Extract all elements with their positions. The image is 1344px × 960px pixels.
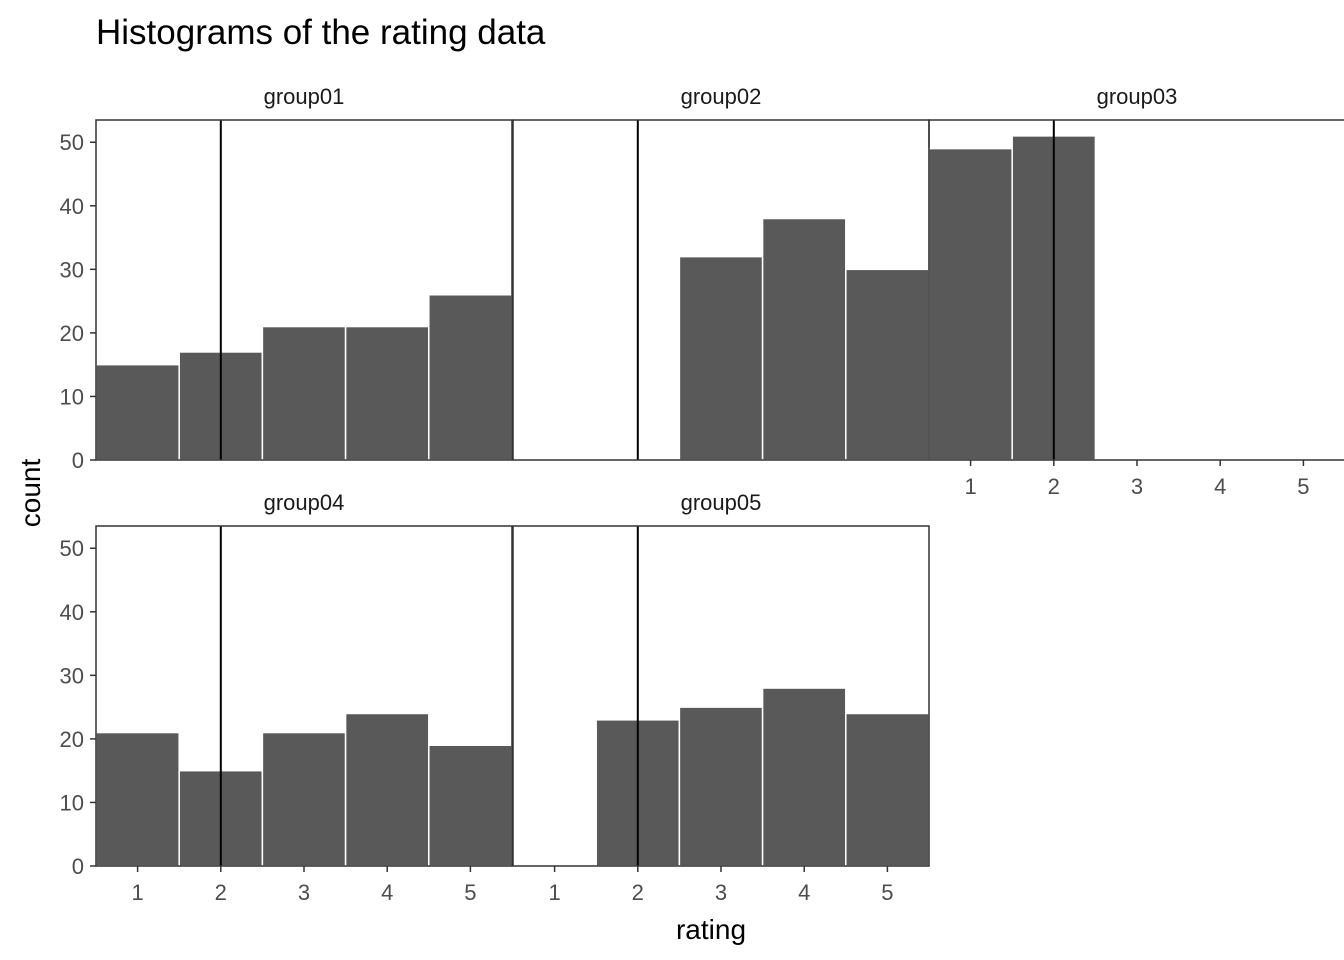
histogram-bar-group04-3 (261, 731, 347, 867)
x-tick-label-group03-5: 5 (1297, 474, 1309, 499)
x-tick-label-group05-2: 2 (632, 880, 644, 905)
y-tick-label-group04-20: 20 (60, 727, 84, 752)
facet-label-group03: group03 (1097, 84, 1178, 109)
histogram-bar-group01-3 (261, 325, 347, 461)
chart-title: Histograms of the rating data (96, 13, 546, 52)
x-tick-label-group05-5: 5 (881, 880, 893, 905)
histogram-bar-group01-4 (344, 325, 430, 461)
x-tick-label-group04-4: 4 (381, 880, 393, 905)
panel-border-group01 (95, 119, 513, 461)
histogram-bar-group04-4 (344, 712, 430, 867)
histogram-bar-group01-5 (428, 294, 513, 461)
x-tick-label-group04-3: 3 (298, 880, 310, 905)
histogram-bar-group02-3 (678, 255, 764, 461)
y-tick-label-group04-50: 50 (60, 536, 84, 561)
histogram-bar-group02-5 (845, 268, 930, 461)
facet-label-group01: group01 (264, 84, 345, 109)
y-tick-label-group01-40: 40 (60, 194, 84, 219)
histogram-bar-group02-4 (761, 217, 847, 461)
y-tick-label-group01-20: 20 (60, 321, 84, 346)
y-tick-label-group04-10: 10 (60, 790, 84, 815)
x-tick-label-group03-3: 3 (1131, 474, 1143, 499)
histogram-bar-group01-1 (95, 363, 180, 461)
facet-label-group04: group04 (264, 490, 345, 515)
y-tick-label-group01-30: 30 (60, 257, 84, 282)
y-tick-label-group01-50: 50 (60, 130, 84, 155)
x-tick-label-group03-2: 2 (1048, 474, 1060, 499)
histogram-bar-group03-1 (928, 147, 1013, 461)
x-tick-label-group04-5: 5 (464, 880, 476, 905)
y-tick-label-group04-40: 40 (60, 600, 84, 625)
x-tick-label-group05-1: 1 (548, 880, 560, 905)
histogram-bar-group05-4 (761, 687, 847, 867)
facet-label-group02: group02 (681, 84, 762, 109)
y-tick-label-group04-0: 0 (72, 854, 84, 879)
histogram-bar-group04-5 (428, 744, 513, 867)
facet-label-group05: group05 (681, 490, 762, 515)
x-axis-title: rating (676, 914, 746, 945)
y-tick-label-group01-10: 10 (60, 384, 84, 409)
histogram-bar-group04-1 (95, 731, 180, 867)
x-tick-label-group05-4: 4 (798, 880, 810, 905)
histogram-bar-group05-3 (678, 706, 764, 867)
y-tick-label-group01-0: 0 (72, 448, 84, 473)
x-tick-label-group04-1: 1 (131, 880, 143, 905)
x-tick-label-group05-3: 3 (715, 880, 727, 905)
y-axis-title: count (15, 459, 46, 528)
histogram-bar-group05-5 (845, 712, 930, 867)
x-tick-label-group04-2: 2 (215, 880, 227, 905)
x-tick-label-group03-4: 4 (1214, 474, 1226, 499)
x-tick-label-group03-1: 1 (964, 474, 976, 499)
y-tick-label-group04-30: 30 (60, 663, 84, 688)
